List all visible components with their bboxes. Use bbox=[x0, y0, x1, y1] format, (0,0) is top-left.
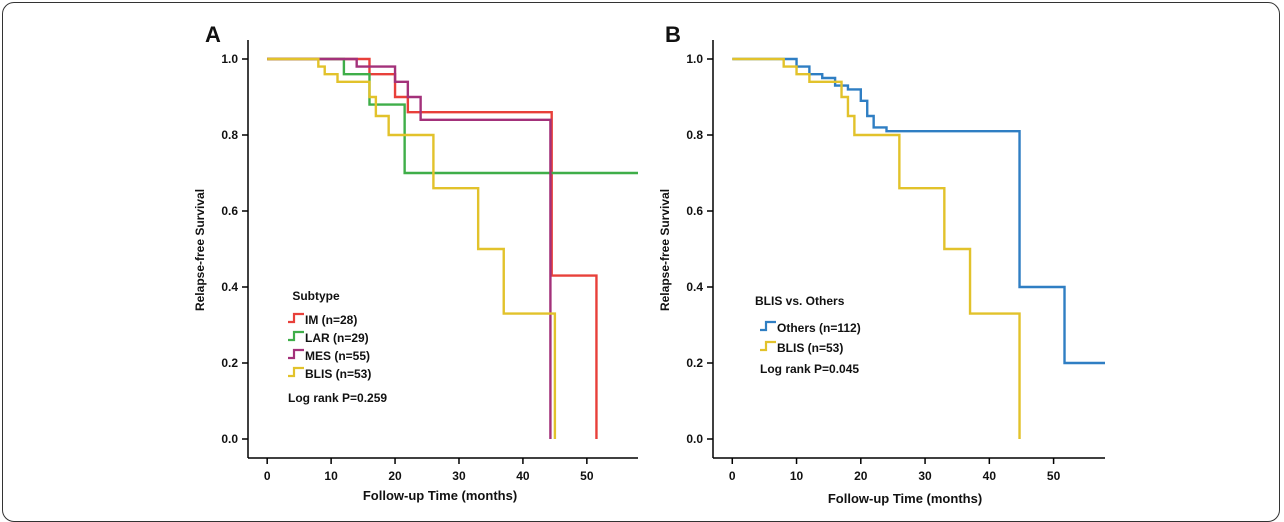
panel-a-label: A bbox=[205, 22, 221, 47]
panel-b-legend-swatch-0 bbox=[760, 320, 776, 332]
panel-a-x-tick-label: 0 bbox=[264, 469, 271, 483]
panel-a-ylabel: Relapse-free Survival bbox=[193, 189, 207, 311]
panel-a-x-tick-label: 50 bbox=[580, 469, 594, 483]
panel-b-xlabel: Follow-up Time (months) bbox=[828, 491, 982, 506]
panel-a-y-tick-label: 0.4 bbox=[221, 280, 238, 294]
panel-b-ylabel: Relapse-free Survival bbox=[658, 189, 672, 311]
panel-b-chart: B Relapse-free Survival Follow-up Time (… bbox=[658, 22, 1105, 506]
panel-a-y-tick-label: 0.0 bbox=[221, 432, 238, 446]
panel-b-x-tick-label: 20 bbox=[854, 469, 868, 483]
panel-a-legend-swatch-0 bbox=[288, 312, 304, 324]
panel-b-x-tick-label: 0 bbox=[729, 469, 736, 483]
panel-a-legend-label-0: IM (n=28) bbox=[305, 313, 357, 327]
panel-b-y-tick-label: 0.0 bbox=[686, 432, 703, 446]
panel-a-x-tick-label: 20 bbox=[388, 469, 402, 483]
panel-b-legend-label-0: Others (n=112) bbox=[777, 321, 861, 335]
panel-b-legend-title: BLIS vs. Others bbox=[755, 294, 845, 308]
panel-a-legend-swatch-3 bbox=[288, 366, 304, 378]
panel-a-xlabel: Follow-up Time (months) bbox=[363, 488, 517, 503]
panel-a-series-line-3 bbox=[267, 57, 557, 439]
panel-a-x-tick-label: 30 bbox=[452, 469, 466, 483]
panel-b-y-tick-label: 0.8 bbox=[686, 128, 703, 142]
panel-a-y-tick-label: 0.6 bbox=[221, 204, 238, 218]
panel-a-legend-title: Subtype bbox=[292, 289, 340, 303]
panel-a-legend-swatch-2 bbox=[288, 348, 304, 360]
panel-a-x-tick-label: 40 bbox=[516, 469, 530, 483]
panel-b-x-tick-label: 10 bbox=[790, 469, 804, 483]
panel-b-y-tick-label: 0.2 bbox=[686, 356, 703, 370]
panel-b-y-tick-label: 0.6 bbox=[686, 204, 703, 218]
panel-a-legend-swatch-1 bbox=[288, 330, 304, 342]
panel-b-x-tick-label: 30 bbox=[918, 469, 932, 483]
panel-a-series-line-1 bbox=[267, 57, 638, 175]
panel-a-legend-label-2: MES (n=55) bbox=[305, 349, 370, 363]
panel-b-y-tick-label: 0.4 bbox=[686, 280, 703, 294]
panel-a-x-tick-label: 10 bbox=[324, 469, 338, 483]
panel-a-y-tick-label: 1.0 bbox=[221, 52, 238, 66]
panel-a-series-line-0 bbox=[267, 57, 598, 439]
panel-a-legend-label-1: LAR (n=29) bbox=[305, 331, 369, 345]
panel-b-series-line-1 bbox=[732, 57, 1021, 439]
panel-a-legend-label-3: BLIS (n=53) bbox=[305, 367, 371, 381]
panel-b-label: B bbox=[665, 22, 681, 47]
panel-b-x-tick-label: 50 bbox=[1047, 469, 1061, 483]
panel-a-series-line-2 bbox=[267, 57, 552, 439]
panel-a-y-tick-label: 0.8 bbox=[221, 128, 238, 142]
panel-b-series-line-0 bbox=[732, 57, 1105, 365]
panel-b-legend-label-1: BLIS (n=53) bbox=[777, 341, 843, 355]
panel-b-y-tick-label: 1.0 bbox=[686, 52, 703, 66]
panel-a-y-tick-label: 0.2 bbox=[221, 356, 238, 370]
panel-b-legend-swatch-1 bbox=[760, 340, 776, 352]
panel-b-annotation: Log rank P=0.045 bbox=[760, 362, 859, 376]
panel-a-annotation: Log rank P=0.259 bbox=[288, 391, 387, 405]
panel-b-x-tick-label: 40 bbox=[983, 469, 997, 483]
panel-a-chart: A Relapse-free Survival Follow-up Time (… bbox=[193, 22, 638, 503]
